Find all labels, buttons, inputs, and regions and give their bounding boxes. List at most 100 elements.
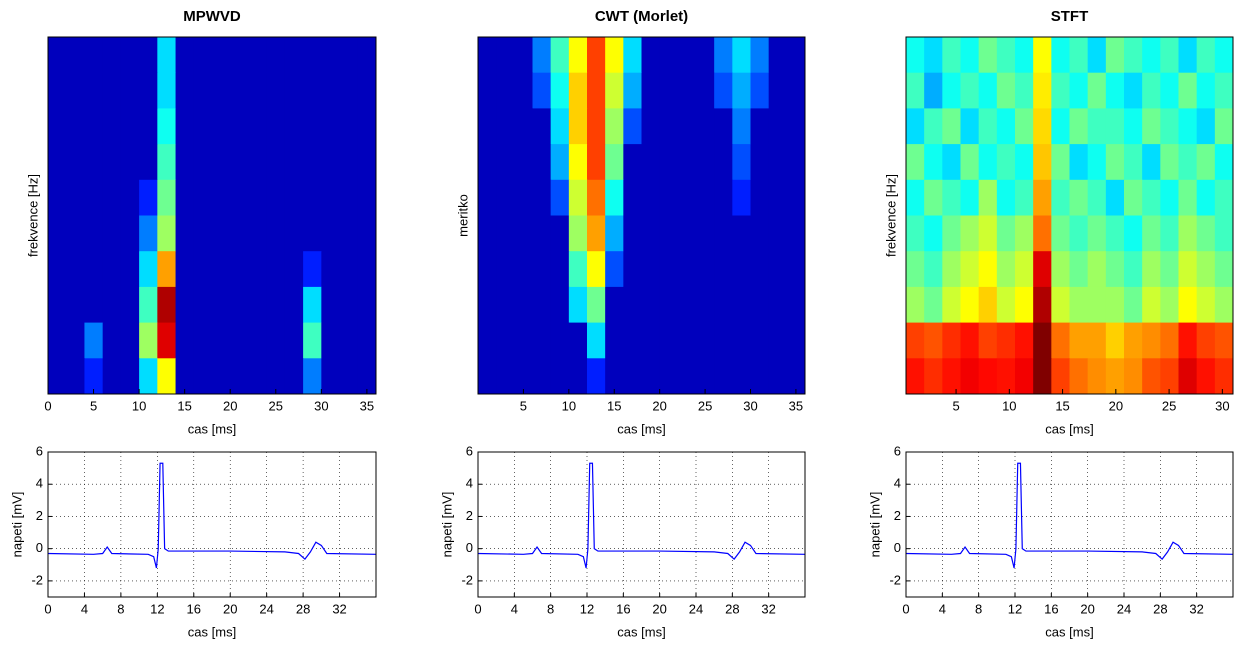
heatmap-cell (1124, 179, 1143, 216)
heatmap-cell (339, 37, 359, 74)
heatmap-cell (339, 251, 359, 288)
heatmap-cell (1196, 72, 1216, 109)
heatmap-cell (942, 251, 961, 288)
y-axis-label: napeti [mV] (9, 492, 24, 558)
heatmap-cell (514, 37, 533, 74)
heatmap-cell (996, 108, 1016, 145)
heatmap-cell (321, 179, 341, 216)
heatmap-cell (48, 72, 67, 109)
x-tick-label: 16 (616, 601, 630, 616)
heatmap-cell (1069, 215, 1089, 252)
heatmap-cell (175, 179, 195, 216)
heatmap-cell (568, 72, 588, 109)
heatmap-cell (960, 215, 980, 252)
heatmap-cell (120, 358, 140, 395)
heatmap-cell (357, 72, 377, 109)
heatmap-cell (924, 251, 943, 288)
heatmap-cell (66, 108, 85, 145)
line-series (905, 462, 1234, 569)
heatmap-cell (1196, 322, 1216, 359)
heatmap-cell (978, 108, 998, 145)
heatmap-cell (623, 37, 642, 74)
x-tick-label: 20 (1080, 601, 1094, 616)
heatmap-cell (284, 72, 304, 109)
heatmap-cell (303, 37, 322, 74)
heatmap-cell (1033, 358, 1052, 395)
heatmap-cell (84, 215, 104, 252)
x-tick-label: 4 (511, 601, 518, 616)
heatmap-cell (714, 286, 733, 324)
heatmap-cell (1142, 286, 1161, 324)
heatmap-cell (1033, 144, 1052, 181)
heatmap-cell (284, 358, 304, 395)
heatmap-cell (1124, 322, 1143, 359)
heatmap-cell (1160, 108, 1179, 145)
heatmap-cell (786, 358, 806, 395)
heatmap-cell (996, 322, 1016, 359)
heatmap-cell (66, 251, 85, 288)
heatmap-cell (157, 215, 177, 252)
heatmap-cell (714, 251, 733, 288)
heatmap-cell (139, 179, 158, 216)
y-tick-label: 4 (36, 476, 43, 491)
heatmap-cell (514, 108, 533, 145)
x-tick-label: 5 (952, 398, 959, 413)
y-axis-label: napeti [mV] (439, 492, 454, 558)
y-tick-label: 2 (36, 508, 43, 523)
chart-title: STFT (1051, 8, 1089, 25)
heatmap-cell (496, 322, 515, 359)
heatmap-cell (193, 358, 213, 395)
heatmap-cell (641, 179, 661, 216)
heatmap-cell (978, 179, 998, 216)
x-tick-label: 15 (1055, 398, 1069, 413)
heatmap-cell (550, 108, 570, 145)
heatmap-cell (102, 179, 122, 216)
heatmap-cell (120, 144, 140, 181)
heatmap-cell (786, 215, 806, 252)
x-tick-label: 30 (1215, 398, 1229, 413)
heatmap-cell (677, 215, 697, 252)
heatmap-cell (1033, 322, 1052, 359)
heatmap-cell (230, 108, 249, 145)
heatmap-cell (357, 144, 377, 181)
heatmap-cell (532, 108, 552, 145)
heatmap-cell (84, 179, 104, 216)
heatmap-cell (587, 322, 606, 359)
heatmap-cell (1196, 144, 1216, 181)
heatmap-cell (84, 72, 104, 109)
heatmap-cell (750, 144, 770, 181)
heatmap-cell (1051, 108, 1070, 145)
heatmap-cell (102, 286, 122, 324)
y-axis-label: napeti [mV] (867, 492, 882, 558)
heatmap-cell (102, 144, 122, 181)
heatmap-cell (193, 251, 213, 288)
axes-frame (47, 451, 377, 598)
heatmap-cell (1105, 286, 1125, 324)
heatmap-cell (230, 72, 249, 109)
heatmap-cell (1105, 215, 1125, 252)
heatmap-cell (266, 251, 286, 288)
heatmap-cell (714, 144, 733, 181)
heatmap-cell (1196, 286, 1216, 324)
heatmap-cell (496, 108, 515, 145)
heatmap-cell (978, 72, 998, 109)
y-tick-label: -2 (889, 572, 901, 587)
heatmap-cell (1087, 179, 1107, 216)
heatmap-cell (1051, 144, 1070, 181)
heatmap-cell (786, 37, 806, 74)
heatmap-cell (321, 144, 341, 181)
heatmap-cell (321, 322, 341, 359)
heatmap-cell (623, 286, 642, 324)
heatmap-cell (750, 286, 770, 324)
heatmap-cell (157, 37, 177, 74)
heatmap-cell (786, 108, 806, 145)
y-tick-label: 6 (36, 443, 43, 458)
heatmap-cell (193, 72, 213, 109)
heatmap-cell (478, 286, 497, 324)
heatmap-cell (120, 286, 140, 324)
heatmap-cell (1069, 37, 1089, 74)
y-axis-label: frekvence [Hz] (883, 174, 898, 257)
heatmap-cell (514, 179, 533, 216)
heatmap-cell (339, 358, 359, 395)
y-tick-label: 0 (466, 540, 473, 555)
